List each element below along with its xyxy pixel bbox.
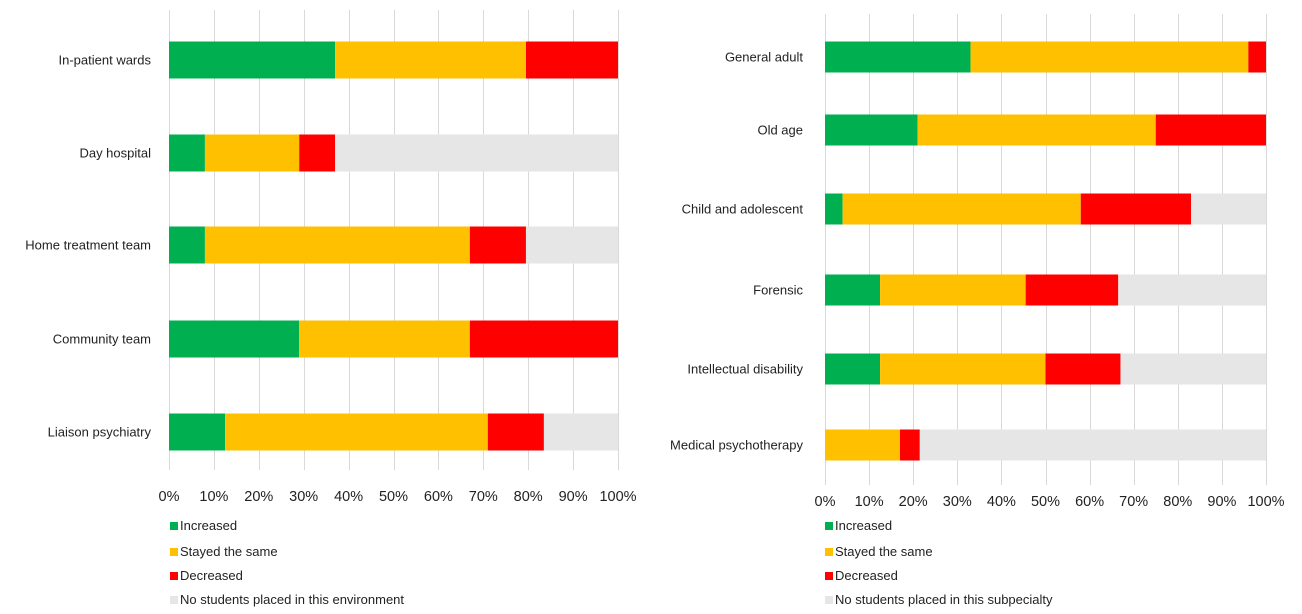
sub-bar-segment-1 — [917, 114, 1156, 146]
env-bar-segment-0 — [169, 226, 205, 264]
env-x-tick-label: 40% — [334, 489, 363, 505]
env-bar-segment-1 — [225, 413, 488, 451]
env-legend-label: Increased — [180, 518, 237, 533]
subspecialty-chart: 0% 10% 20% 30% 40% 50% 60% 70% 80% 90% 100% General… — [670, 14, 1285, 607]
env-x-tick-label: 50% — [379, 489, 408, 505]
env-legend-swatch — [170, 522, 178, 530]
env-category-label: Community team — [53, 332, 151, 347]
sub-bar-segment-3 — [1120, 353, 1266, 385]
env-bar-segment-1 — [204, 134, 300, 172]
sub-bar-segment-2 — [1045, 353, 1121, 385]
sub-bar-segment-2 — [1025, 274, 1119, 306]
sub-x-tick-label: 10% — [855, 494, 884, 510]
env-bar-segment-2 — [469, 320, 618, 358]
sub-bar-segment-0 — [825, 353, 881, 385]
env-x-tick-label: 100% — [599, 489, 636, 505]
sub-bar-segment-1 — [880, 274, 1026, 306]
env-bar-segment-2 — [487, 413, 544, 451]
sub-x-tick-label: 40% — [987, 494, 1016, 510]
sub-category-label: Old age — [757, 123, 803, 138]
env-bar-segment-3 — [335, 134, 618, 172]
env-bar-segment-1 — [335, 41, 526, 79]
env-legend-swatch — [170, 572, 178, 580]
env-x-tick-label: 30% — [289, 489, 318, 505]
env-bar-segment-0 — [169, 134, 205, 172]
env-bar-segment-2 — [525, 41, 618, 79]
sub-bar-segment-3 — [919, 429, 1266, 461]
sub-x-tick-label: 100% — [1247, 494, 1284, 510]
sub-legend-swatch — [825, 596, 833, 604]
sub-legend-label: Increased — [835, 518, 892, 533]
env-legend-label: Stayed the same — [180, 544, 278, 559]
sub-legend-label: Stayed the same — [835, 544, 933, 559]
env-bar-segment-1 — [204, 226, 470, 264]
sub-category-label: General adult — [725, 50, 803, 65]
sub-bar-segment-2 — [1155, 114, 1266, 146]
sub-legend-label: No students placed in this subpecialty — [835, 592, 1053, 607]
sub-x-tick-label: 50% — [1031, 494, 1060, 510]
env-legend-swatch — [170, 548, 178, 556]
env-x-tick-label: 90% — [559, 489, 588, 505]
env-bar-segment-2 — [469, 226, 526, 264]
sub-category-label: Child and adolescent — [682, 202, 804, 217]
env-legend-label: Decreased — [180, 568, 243, 583]
sub-bar-segment-2 — [1080, 193, 1192, 225]
env-x-tick-label: 20% — [244, 489, 273, 505]
env-bar-segment-0 — [169, 413, 226, 451]
sub-x-tick-label: 30% — [943, 494, 972, 510]
sub-bar-segment-1 — [842, 193, 1081, 225]
sub-bar-segment-0 — [825, 274, 881, 306]
sub-x-tick-label: 80% — [1163, 494, 1192, 510]
sub-bar-segment-2 — [899, 429, 920, 461]
sub-bar-segment-1 — [970, 41, 1249, 73]
env-x-tick-label: 80% — [514, 489, 543, 505]
sub-legend-swatch — [825, 548, 833, 556]
env-legend-label: No students placed in this environment — [180, 592, 404, 607]
env-bar-segment-1 — [299, 320, 470, 358]
sub-legend-swatch — [825, 522, 833, 530]
sub-category-label: Medical psychotherapy — [670, 438, 803, 453]
sub-bar-segment-2 — [1248, 41, 1266, 73]
env-category-label: Home treatment team — [25, 238, 151, 253]
sub-bar-segment-0 — [825, 41, 971, 73]
environment-chart: 0% 10% 20% 30% 40% 50% 60% 70% 80% 90% 100% In-pati… — [25, 10, 637, 607]
env-bar-segment-2 — [299, 134, 336, 172]
env-category-label: Liaison psychiatry — [48, 425, 152, 440]
sub-bar-segment-3 — [1191, 193, 1266, 225]
sub-bar-segment-0 — [825, 193, 843, 225]
env-x-tick-label: 70% — [469, 489, 498, 505]
sub-legend-swatch — [825, 572, 833, 580]
env-bar-segment-0 — [169, 41, 336, 79]
sub-bar-segment-1 — [880, 353, 1046, 385]
env-category-label: Day hospital — [79, 146, 151, 161]
sub-x-tick-label: 90% — [1207, 494, 1236, 510]
env-x-tick-label: 10% — [199, 489, 228, 505]
sub-x-tick-label: 20% — [899, 494, 928, 510]
sub-bar-segment-3 — [1118, 274, 1266, 306]
sub-x-tick-label: 60% — [1075, 494, 1104, 510]
env-x-tick-label: 0% — [159, 489, 180, 505]
sub-x-tick-label: 0% — [815, 494, 836, 510]
env-bar-segment-0 — [169, 320, 300, 358]
env-x-tick-label: 60% — [424, 489, 453, 505]
env-bar-segment-3 — [525, 226, 618, 264]
sub-bar-segment-0 — [825, 114, 918, 146]
env-legend-swatch — [170, 596, 178, 604]
env-category-label: In-patient wards — [59, 53, 152, 68]
sub-category-label: Forensic — [753, 283, 803, 298]
sub-bar-segment-1 — [825, 429, 900, 461]
sub-legend-label: Decreased — [835, 568, 898, 583]
sub-x-tick-label: 70% — [1119, 494, 1148, 510]
env-bar-segment-3 — [543, 413, 618, 451]
sub-category-label: Intellectual disability — [687, 362, 803, 377]
